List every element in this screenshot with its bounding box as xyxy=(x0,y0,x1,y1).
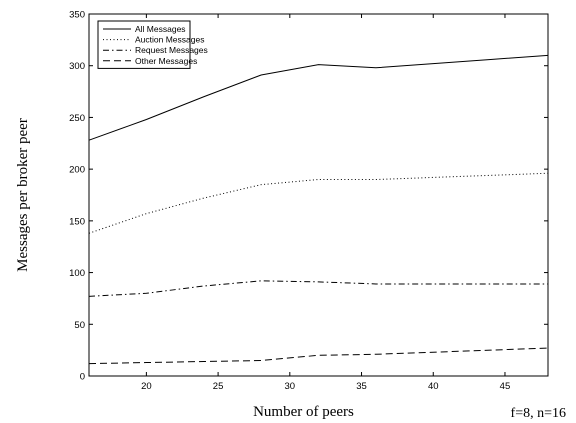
y-tick-label: 250 xyxy=(69,113,85,124)
series-line-all-messages xyxy=(88,54,549,141)
y-axis-label: Messages per broker peer xyxy=(15,118,31,272)
plot-frame xyxy=(88,13,549,377)
x-axis-label: Number of peers xyxy=(253,404,354,420)
legend-entry: Request Messages xyxy=(135,45,208,55)
legend-entry: Other Messages xyxy=(135,56,197,66)
legend-entry: All Messages xyxy=(135,24,186,34)
axis-ticks: 20 25 30 35 40 45 0 50 100 150 200 250 300 350 xyxy=(69,10,548,392)
x-tick-label: 30 xyxy=(285,381,296,392)
x-tick-label: 40 xyxy=(428,381,439,392)
x-tick-label: 20 xyxy=(141,381,152,392)
x-tick-label: 35 xyxy=(356,381,367,392)
x-tick-label: 25 xyxy=(213,381,224,392)
parameter-annotation: f=8, n=16 xyxy=(511,406,566,421)
legend-entry: Auction Messages xyxy=(135,35,204,45)
series-line-other-messages xyxy=(88,347,549,365)
y-tick-label: 100 xyxy=(69,268,85,279)
y-tick-label: 350 xyxy=(69,10,85,21)
x-tick-label: 45 xyxy=(500,381,511,392)
y-tick-label: 150 xyxy=(69,216,85,227)
y-tick-label: 0 xyxy=(80,372,85,383)
y-tick-label: 50 xyxy=(74,320,85,331)
legend-box xyxy=(97,20,191,69)
y-tick-label: 200 xyxy=(69,165,85,176)
series-line-request-messages xyxy=(88,280,548,297)
series-lines xyxy=(88,54,549,365)
y-tick-label: 300 xyxy=(69,61,85,72)
plot-area xyxy=(88,13,549,377)
series-line-auction-messages xyxy=(88,172,549,234)
